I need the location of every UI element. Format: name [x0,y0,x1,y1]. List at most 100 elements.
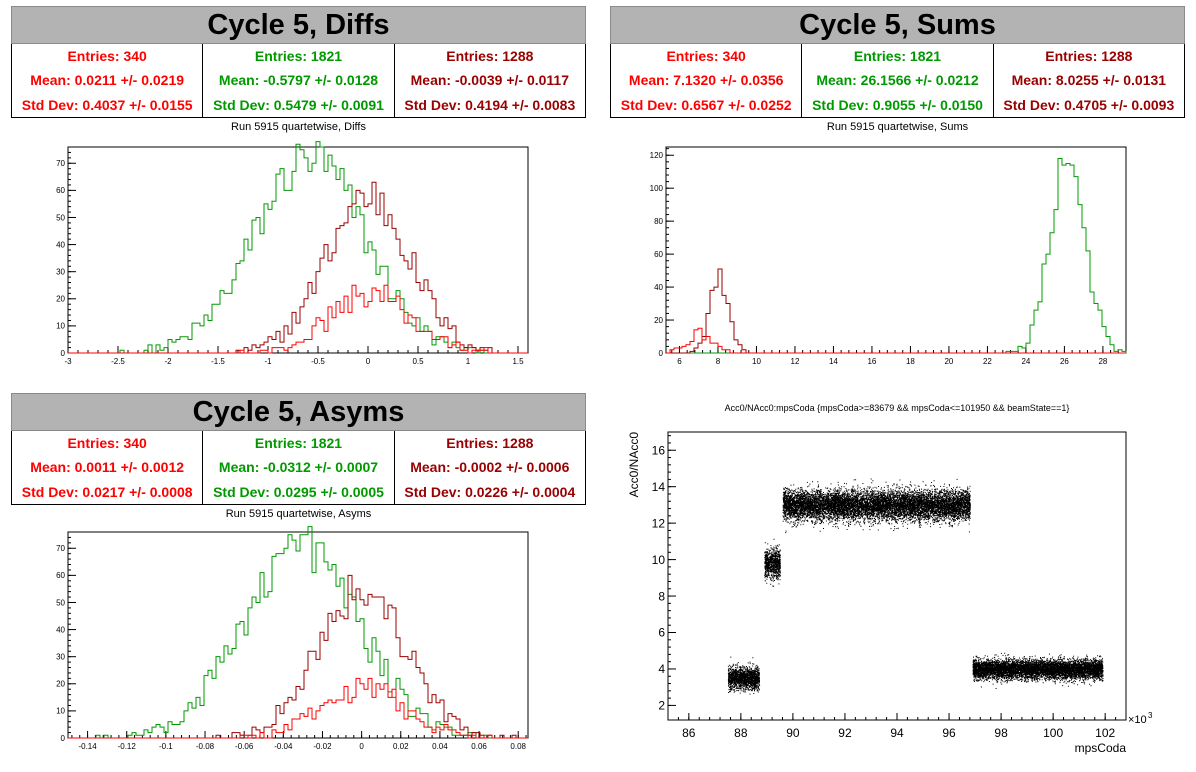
x-exponent-label: ×10 [1128,714,1147,726]
stats-green: Entries: 1821 Mean: -0.0312 +/- 0.0007 S… [202,431,393,504]
stats-darkred: Entries: 1288 Mean: 8.0255 +/- 0.0131 St… [992,44,1184,117]
y-tick-label: 0 [659,349,664,358]
x-tick-label: 0 [366,357,371,366]
y-tick-label: 4 [658,662,665,676]
y-tick-label: 30 [56,652,65,661]
entries-text: Entries: 1821 [254,48,343,65]
x-tick-label: 90 [786,726,800,740]
mean-text: Mean: -0.5797 +/- 0.0128 [218,72,379,89]
scatter-points [727,478,1104,695]
y-tick-label: 14 [652,480,666,494]
plot-frame [67,146,529,354]
y-tick-label: 100 [650,184,664,193]
mean-text: Mean: -0.0039 +/- 0.0117 [410,72,569,89]
stats-red: Entries: 340 Mean: 0.0211 +/- 0.0219 Std… [12,44,202,117]
hist-series-darkred [68,574,528,739]
x-tick-label: -0.08 [196,742,215,751]
hist-series-green [68,141,528,354]
hist-series-green [666,158,1127,354]
y-tick-label: 8 [658,589,665,603]
x-tick-label: 0.5 [412,357,424,366]
x-tick-label: 1.5 [512,357,524,366]
hist-series-red [666,327,1126,354]
x-tick-label: -0.14 [78,742,97,751]
x-tick-label: 6 [677,357,682,366]
y-tick-label: 10 [652,553,666,567]
mean-text: Mean: 7.1320 +/- 0.0356 [628,72,784,89]
sums-subtitle: Run 5915 quartetwise, Sums [826,121,969,133]
entries-text: Entries: 340 [67,435,147,452]
y-tick-label: 70 [56,544,65,553]
stats-green: Entries: 1821 Mean: -0.5797 +/- 0.0128 S… [202,44,393,117]
entries-text: Entries: 1288 [446,48,534,65]
x-tick-label: 18 [906,357,915,366]
x-tick-label: -3 [64,357,72,366]
asyms-stats: Entries: 340 Mean: 0.0011 +/- 0.0012 Std… [11,431,586,505]
x-tick-label: 0.06 [471,742,487,751]
scatter-plot: Acc0/NAcc0:mpsCoda {mpsCoda>=83679 && mp… [627,403,1153,755]
y-tick-label: 70 [56,159,65,168]
hist-series-darkred [68,181,528,354]
x-tick-label: 0.04 [432,742,448,751]
stats-darkred: Entries: 1288 Mean: -0.0002 +/- 0.0006 S… [393,431,585,504]
x-axis-label: mpsCoda [1075,741,1127,755]
stats-red: Entries: 340 Mean: 0.0011 +/- 0.0012 Std… [12,431,202,504]
std-text: Std Dev: 0.4705 +/- 0.0093 [1003,96,1175,113]
entries-text: Entries: 1288 [446,435,534,452]
y-tick-label: 16 [652,443,666,457]
y-tick-label: 0 [61,734,66,743]
y-axis-label: Acc0/NAcc0 [627,432,641,498]
entries-text: Entries: 340 [666,48,746,65]
std-text: Std Dev: 0.0226 +/- 0.0004 [404,483,576,500]
entries-text: Entries: 1821 [254,435,343,452]
x-tick-label: -0.1 [159,742,173,751]
std-text: Std Dev: 0.9055 +/- 0.0150 [812,96,983,113]
x-tick-label: 94 [890,726,904,740]
plot-frame [665,146,1127,354]
sums-stats: Entries: 340 Mean: 7.1320 +/- 0.0356 Std… [610,44,1185,118]
x-tick-label: -0.04 [274,742,293,751]
x-tick-label: -0.02 [313,742,332,751]
y-tick-label: 20 [654,316,663,325]
x-tick-label: 92 [838,726,852,740]
mean-text: Mean: 0.0211 +/- 0.0219 [30,72,185,89]
x-tick-label: 28 [1098,357,1107,366]
x-tick-label: -0.5 [311,357,325,366]
sums-title: Cycle 5, Sums [610,6,1185,44]
y-tick-label: 20 [56,680,65,689]
x-tick-label: -2.5 [111,357,125,366]
x-tick-label: 24 [1021,357,1030,366]
entries-text: Entries: 1288 [1045,48,1133,65]
x-tick-label: -2 [164,357,172,366]
x-tick-label: -0.12 [118,742,137,751]
x-tick-label: 10 [752,357,761,366]
x-tick-label: -0.06 [235,742,254,751]
std-text: Std Dev: 0.6567 +/- 0.0252 [620,96,792,113]
diffs-title: Cycle 5, Diffs [11,6,586,44]
y-tick-label: 40 [56,240,65,249]
mean-text: Mean: 26.1566 +/- 0.0212 [816,72,979,89]
x-tick-label: 88 [734,726,748,740]
mean-text: Mean: 0.0011 +/- 0.0012 [30,459,185,476]
x-tick-label: 20 [944,357,953,366]
entries-text: Entries: 1821 [853,48,942,65]
x-tick-label: 0 [359,742,364,751]
x-tick-label: 98 [994,726,1008,740]
x-tick-label: -1.5 [211,357,225,366]
std-text: Std Dev: 0.0217 +/- 0.0008 [21,483,193,500]
y-tick-label: 10 [56,322,65,331]
y-tick-label: 2 [658,699,665,713]
y-tick-label: 20 [56,295,65,304]
y-tick-label: 10 [56,707,65,716]
scatter-title: Acc0/NAcc0:mpsCoda {mpsCoda>=83679 && mp… [725,403,1070,413]
y-tick-label: 60 [56,571,65,580]
asyms-histogram: -0.14 -0.12 -0.1 -0.08 -0.06 -0.04 -0.02 0 0.02 0… [56,526,529,751]
x-tick-label: 0.08 [510,742,526,751]
x-tick-label: 0.02 [393,742,409,751]
diffs-histogram: -3 -2.5 -2 -1.5 -1 -0.5 0 0.5 1 1.5 0 10 20 30 40 50 60 7… [56,141,529,366]
x-tick-label: 100 [1043,726,1063,740]
hist-series-darkred [666,268,1126,354]
x-tick-label: 1 [466,357,471,366]
x-tick-label: 96 [942,726,956,740]
x-tick-label: 12 [791,357,800,366]
